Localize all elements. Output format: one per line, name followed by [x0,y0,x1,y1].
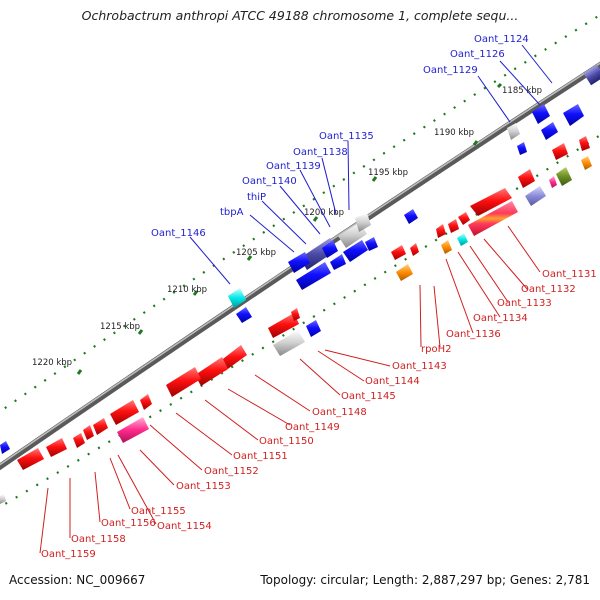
gene-oant-1143b[interactable] [291,308,300,321]
gene-label-oant-1140[interactable]: Oant_1140 [242,176,297,187]
gene-label-oant-1134[interactable]: Oant_1134 [473,313,528,324]
gene-label-oant-1139[interactable]: Oant_1139 [266,161,321,172]
gene-oant-1132b[interactable] [518,169,535,188]
gene-label-oant-1149[interactable]: Oant_1149 [285,422,340,433]
outer-tick-track [0,14,600,413]
gene-oant-1153[interactable] [117,417,149,443]
gene-oant-1139b[interactable] [343,240,368,262]
gene-label-oant-1153[interactable]: Oant_1153 [176,481,231,492]
gene-oant-1149[interactable] [195,357,228,386]
gene-oant-1138[interactable] [355,213,371,232]
tick-label: 1220 kbp [32,358,72,368]
gene-label-oant-1159[interactable]: Oant_1159 [41,549,96,560]
gene-thip[interactable] [288,252,310,273]
gene-label-oant-1132[interactable]: Oant_1132 [521,284,576,295]
gene-oant-1128[interactable] [541,122,558,140]
gene-label-tbpa[interactable]: tbpA [220,207,244,218]
gene-oant-1139c[interactable] [365,237,378,251]
gene-label-oant-1135[interactable]: Oant_1135 [319,131,374,142]
forward-genes[interactable] [0,64,600,504]
gene-oant-1127[interactable] [563,104,584,126]
tick-label: 1205 kbp [236,248,276,258]
gene-label-oant-1154[interactable]: Oant_1154 [157,521,212,532]
gene-oant-1139[interactable] [322,240,338,258]
gene-label-oant-1144[interactable]: Oant_1144 [365,376,420,387]
gene-rpoh2-b[interactable] [391,245,406,260]
reverse-leader-lines [39,225,541,554]
gene-oant-1137b[interactable] [441,240,452,254]
gene-label-oant-1129[interactable]: Oant_1129 [423,65,478,76]
gene-oant-1146[interactable] [228,288,246,308]
gene-small-fwd[interactable] [517,142,527,155]
gene-label-rpoh2[interactable]: rpoH2 [421,344,451,355]
gene-label-oant-1150[interactable]: Oant_1150 [259,436,314,447]
gene-label-oant-1155[interactable]: Oant_1155 [131,506,186,517]
gene-label-oant-1145[interactable]: Oant_1145 [341,391,396,402]
tick-label: 1185 kbp [502,86,542,96]
gene-oant-1155[interactable] [93,418,108,435]
gene-oant-1134[interactable] [468,201,518,236]
gene-oant-1147[interactable] [236,307,252,323]
tick-label: 1195 kbp [368,168,408,178]
tick-label: 1200 kbp [304,208,344,218]
gene-label-oant-1151[interactable]: Oant_1151 [233,451,288,462]
gene-oant-1145[interactable] [273,330,305,356]
gene-oant-1133b[interactable] [470,188,512,216]
gene-tbpa-b[interactable] [330,254,346,270]
tick-label: 1190 kbp [434,128,474,138]
gene-label-thip[interactable]: thiP [247,192,266,203]
gene-oant-1152[interactable] [110,400,139,425]
gene-oant-1136b[interactable] [458,212,470,225]
gene-label-oant-1152[interactable]: Oant_1152 [204,466,259,477]
gene-edge-fwd2[interactable] [0,494,6,504]
gene-oant-1151[interactable] [140,394,152,410]
gene-label-oant-1126[interactable]: Oant_1126 [450,49,505,60]
gene-oant-1144[interactable] [306,320,321,337]
gene-oant-1143[interactable] [268,313,299,338]
tick-label: 1215 kbp [100,322,140,332]
gene-oant-1131b[interactable] [556,167,572,186]
gene-oant-1154[interactable] [83,425,94,440]
gene-oant-1136[interactable] [436,224,446,238]
gene-oant-1130[interactable] [579,136,590,151]
gene-oant-1159[interactable] [17,448,44,470]
gene-label-oant-1136[interactable]: Oant_1136 [446,329,501,340]
map-title: Ochrobactrum anthropi ATCC 49188 chromos… [81,8,519,23]
gene-label-oant-1138[interactable]: Oant_1138 [293,147,348,158]
gene-oant-1126[interactable] [532,104,550,124]
gene-label-oant-1124[interactable]: Oant_1124 [474,34,529,45]
gene-label-oant-1146[interactable]: Oant_1146 [151,228,206,239]
gene-oant-1150[interactable] [166,367,201,397]
gene-oant-1148[interactable] [219,345,247,371]
gene-oant-1156[interactable] [73,433,85,448]
major-ticks [76,82,503,375]
gene-tbpa[interactable] [296,262,331,290]
gene-oant-1135-partner[interactable] [404,209,418,224]
gene-rpoh2[interactable] [396,264,413,281]
gene-oant-1132[interactable] [549,176,557,188]
gene-oant-1129[interactable] [507,123,520,140]
gene-oant-1124[interactable] [583,64,600,86]
gene-label-oant-1143[interactable]: Oant_1143 [392,361,447,372]
gene-label-oant-1158[interactable]: Oant_1158 [71,534,126,545]
reverse-genes[interactable] [17,136,592,470]
gene-oant-1136c[interactable] [448,219,459,233]
gene-oant-1137[interactable] [457,233,468,246]
gene-oant-1131[interactable] [552,143,568,160]
topology-text: Topology: circular; Length: 2,887,297 bp… [260,573,590,587]
gene-label-oant-1156[interactable]: Oant_1156 [101,518,156,529]
gene-label-oant-1148[interactable]: Oant_1148 [312,407,367,418]
forward-leader-lines [189,44,553,285]
gene-label-oant-1133[interactable]: Oant_1133 [497,298,552,309]
gene-oant-1158[interactable] [46,438,67,457]
tick-label: 1210 kbp [167,285,207,295]
accession-text: Accession: NC_009667 [9,573,146,587]
gene-edge-fwd[interactable] [0,441,10,454]
gene-oant-1130b[interactable] [581,156,592,170]
gene-label-oant-1131[interactable]: Oant_1131 [542,269,597,280]
gene-rpoh2-c[interactable] [410,243,419,256]
gene-oant-1133[interactable] [525,186,546,206]
